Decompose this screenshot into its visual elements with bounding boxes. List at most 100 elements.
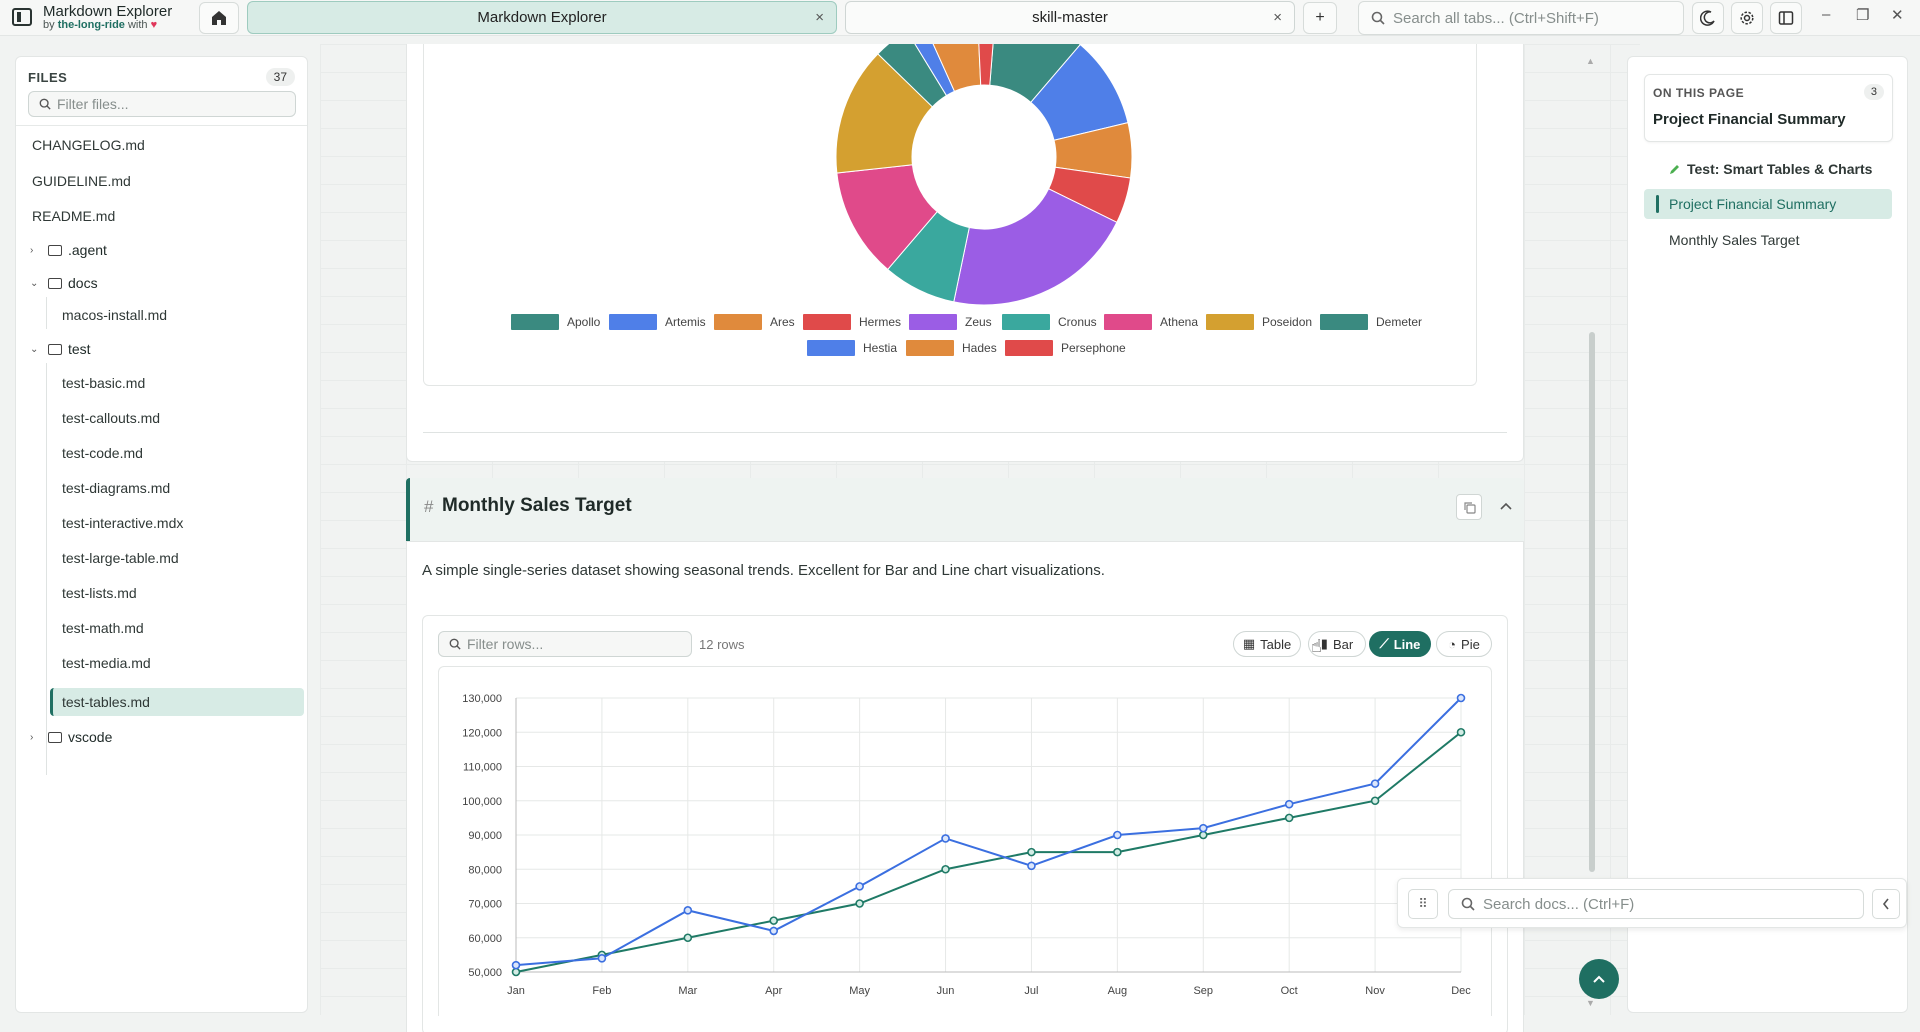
theme-toggle-button[interactable] — [1692, 2, 1724, 34]
data-point[interactable] — [511, 967, 521, 977]
folder-item[interactable]: › .agent — [30, 236, 107, 264]
sidebar-divider — [16, 125, 307, 126]
copy-section-button[interactable] — [1456, 494, 1482, 520]
toggle-sidebar-button[interactable] — [1770, 2, 1802, 34]
file-item[interactable]: test-basic.md — [62, 369, 145, 397]
legend-item[interactable]: Zeus — [909, 314, 992, 330]
data-point[interactable] — [941, 834, 950, 843]
file-item[interactable]: test-media.md — [62, 649, 151, 677]
folder-item[interactable]: ⌄ test — [30, 335, 91, 363]
legend-item[interactable]: Hermes — [803, 314, 901, 330]
file-item[interactable]: test-diagrams.md — [62, 474, 170, 502]
folder-item[interactable]: › vscode — [30, 723, 112, 751]
file-label: test-math.md — [62, 620, 144, 636]
drag-handle-icon[interactable]: ⠿ — [1408, 889, 1438, 919]
legend-item[interactable]: Demeter — [1320, 314, 1422, 330]
file-item[interactable]: test-lists.md — [62, 579, 137, 607]
data-point[interactable] — [683, 933, 693, 943]
file-item[interactable]: test-math.md — [62, 614, 144, 642]
legend-item[interactable]: Hestia — [807, 340, 897, 356]
tab-label: Markdown Explorer — [477, 9, 607, 26]
data-point[interactable] — [941, 864, 950, 874]
view-line-button[interactable]: ⟋ Line — [1369, 631, 1431, 657]
byline-brand[interactable]: the-long-ride — [57, 19, 125, 31]
restore-icon[interactable]: ❐ — [1856, 7, 1870, 24]
legend-item[interactable]: Cronus — [1002, 314, 1097, 330]
toc-item-active[interactable]: Project Financial Summary — [1644, 189, 1892, 219]
settings-button[interactable] — [1731, 2, 1763, 34]
data-point[interactable] — [1370, 796, 1380, 806]
file-item[interactable]: test-code.md — [62, 439, 143, 467]
scroll-up-arrow-icon[interactable]: ▲ — [1586, 56, 1595, 66]
data-point[interactable] — [1113, 830, 1122, 840]
legend-item[interactable]: Persephone — [1005, 340, 1126, 356]
file-item[interactable]: test-interactive.mdx — [62, 509, 183, 537]
on-this-page-card[interactable]: ON THIS PAGE 3 Project Financial Summary — [1644, 74, 1893, 142]
view-table-button[interactable]: ▦ Table — [1233, 631, 1301, 657]
data-point[interactable] — [855, 882, 864, 891]
view-pie-button[interactable]: ◔ Pie — [1436, 631, 1492, 657]
home-button[interactable] — [199, 2, 239, 34]
scroll-down-arrow-icon[interactable]: ▼ — [1586, 998, 1595, 1008]
toc-item-h1[interactable]: Test: Smart Tables & Charts — [1668, 154, 1872, 184]
close-window-icon[interactable]: ✕ — [1891, 7, 1904, 24]
collapse-search-button[interactable] — [1872, 889, 1900, 919]
heart-icon: ♥ — [150, 19, 158, 31]
filter-rows-input[interactable]: Filter rows... — [438, 631, 692, 657]
x-tick-label: Jan — [507, 985, 525, 997]
file-item[interactable]: GUIDELINE.md — [32, 167, 131, 195]
donut-slice-zeus[interactable] — [953, 188, 1118, 306]
x-tick-label: Jul — [1024, 985, 1038, 997]
close-tab-icon[interactable]: × — [1273, 9, 1282, 26]
tab-skill-master[interactable]: skill-master × — [845, 1, 1295, 34]
data-point[interactable] — [769, 926, 779, 936]
scroll-to-top-button[interactable] — [1579, 959, 1619, 999]
data-point[interactable] — [683, 906, 693, 915]
data-point[interactable] — [1370, 779, 1380, 788]
chevron-up-icon[interactable] — [1500, 497, 1512, 513]
file-item[interactable]: test-large-table.md — [62, 544, 179, 572]
legend-item[interactable]: Athena — [1104, 314, 1198, 330]
data-point[interactable] — [769, 916, 779, 925]
folder-item[interactable]: ⌄ docs — [30, 269, 98, 297]
close-tab-icon[interactable]: × — [815, 9, 824, 26]
legend-item[interactable]: Ares — [714, 314, 795, 330]
heading-anchor[interactable]: # — [424, 497, 434, 516]
data-point[interactable] — [855, 899, 864, 908]
search-docs-input[interactable]: Search docs... (Ctrl+F) — [1448, 889, 1864, 919]
data-point[interactable] — [1456, 727, 1466, 737]
copy-icon — [1463, 501, 1476, 514]
title-bar: Markdown Explorer by the-long-ride with … — [0, 0, 1920, 36]
data-point[interactable] — [1198, 830, 1208, 840]
search-all-tabs-input[interactable]: Search all tabs... (Ctrl+Shift+F) — [1358, 1, 1684, 35]
data-point[interactable] — [1456, 693, 1466, 703]
minimize-icon[interactable]: – — [1822, 6, 1831, 23]
data-point[interactable] — [1113, 847, 1122, 857]
data-point[interactable] — [1027, 861, 1036, 871]
data-point[interactable] — [511, 960, 521, 970]
folder-icon — [48, 343, 62, 355]
new-tab-button[interactable]: + — [1303, 2, 1337, 34]
folder-label: .agent — [68, 242, 107, 258]
legend-item[interactable]: Apollo — [511, 314, 600, 330]
tab-markdown-explorer[interactable]: Markdown Explorer × — [247, 1, 837, 34]
legend-item[interactable]: Hades — [906, 340, 997, 356]
file-item[interactable]: CHANGELOG.md — [32, 131, 145, 159]
folder-icon — [48, 731, 62, 743]
file-sidebar: FILES 37 Filter files... CHANGELOG.md GU… — [15, 56, 308, 1013]
file-item-selected[interactable]: test-tables.md — [50, 688, 304, 716]
scrollbar-thumb[interactable] — [1589, 332, 1595, 872]
file-item[interactable]: macos-install.md — [62, 301, 167, 329]
legend-item[interactable]: Poseidon — [1206, 314, 1312, 330]
view-bar-button[interactable]: ▮ Bar — [1308, 631, 1366, 657]
data-point[interactable] — [1284, 799, 1294, 809]
file-item[interactable]: test-callouts.md — [62, 404, 160, 432]
data-point[interactable] — [1198, 823, 1208, 833]
toc-item[interactable]: Monthly Sales Target — [1669, 225, 1799, 255]
file-item[interactable]: README.md — [32, 202, 115, 230]
data-point[interactable] — [1027, 847, 1036, 857]
legend-item[interactable]: Artemis — [609, 314, 706, 330]
filter-files-input[interactable]: Filter files... — [28, 91, 296, 117]
data-point[interactable] — [597, 953, 607, 963]
data-point[interactable] — [1284, 813, 1294, 823]
